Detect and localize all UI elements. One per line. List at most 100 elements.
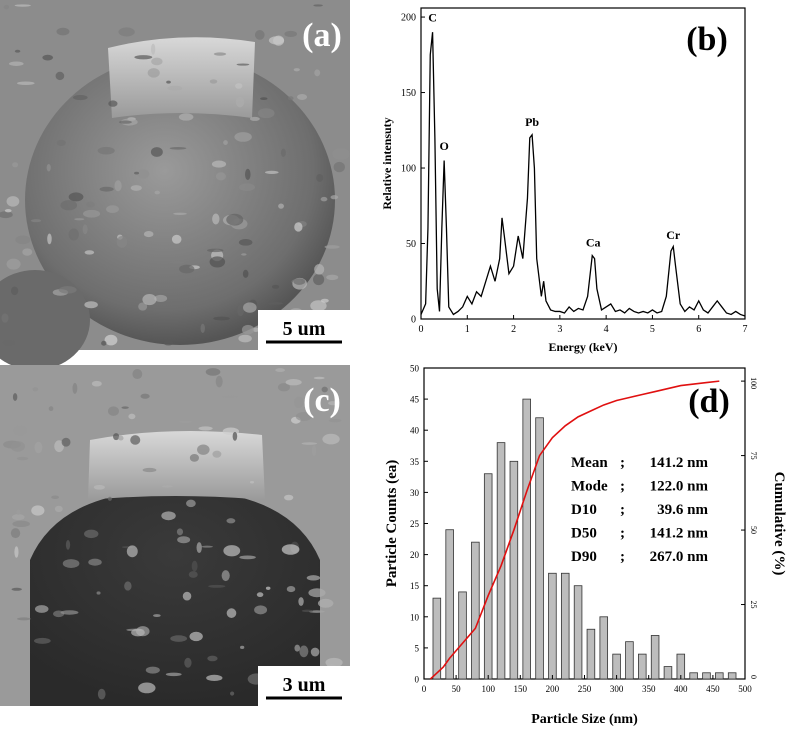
texture-grain [3,4,10,10]
texture-grain [207,248,224,253]
texture-grain [234,132,252,142]
texture-grain [170,261,185,264]
texture-grain [239,555,256,560]
texture-grain [170,635,188,642]
texture-grain [285,378,302,386]
texture-grain [201,545,214,548]
y-tick-label: 0 [415,675,420,685]
x-tick-label: 500 [738,684,752,694]
texture-grain [108,100,118,107]
texture-grain [245,168,251,180]
texture-grain [208,584,226,588]
x-tick-label: 100 [481,684,495,694]
texture-grain [226,518,236,524]
texture-grain [310,647,320,657]
texture-grain [9,61,24,66]
texture-grain [310,300,327,312]
histogram-bar [471,541,480,680]
texture-grain [297,94,308,100]
texture-grain [275,368,285,373]
texture-grain [223,140,228,145]
y-tick-label: 45 [410,395,420,405]
texture-grain [56,139,66,147]
texture-grain [273,35,285,46]
texture-grain [153,614,161,617]
stat-separator: ; [620,549,625,565]
texture-grain [55,71,65,81]
texture-grain [118,435,124,441]
x-tick-label: 350 [642,684,656,694]
texture-grain [280,148,286,157]
texture-grain [328,418,342,423]
y-tick-label: 15 [410,581,420,591]
x-tick-label: 2 [511,324,516,335]
texture-grain [169,147,187,150]
texture-grain [138,682,156,694]
texture-grain [213,52,227,56]
texture-grain [10,528,21,539]
texture-grain [242,269,249,278]
peak-label: Ca [586,236,601,250]
texture-grain [107,496,112,501]
particle [0,270,90,370]
texture-grain [330,195,339,200]
texture-grain [184,657,192,668]
texture-grain [12,162,19,168]
texture-grain [131,628,145,637]
stat-separator: ; [620,526,625,542]
panel-label: (c) [303,382,341,419]
texture-grain [130,435,141,445]
texture-grain [16,617,31,621]
texture-grain [4,209,12,213]
texture-grain [12,393,18,401]
texture-grain [178,113,194,121]
texture-grain [213,316,230,321]
texture-grain [14,49,21,53]
histogram-bar [522,398,531,680]
texture-grain [22,248,33,256]
texture-grain [230,691,235,696]
texture-grain [34,441,43,454]
texture-grain [88,558,102,566]
texture-grain [132,369,143,380]
chart: 0 1 2 3 4 5 6 7 0 50 100 150 200 Energy (keV) Relative… [380,7,748,354]
texture-grain [173,212,187,216]
texture-grain [197,444,210,455]
stat-label: D90 [571,549,597,565]
texture-grain [142,294,157,306]
cumulative-line [429,380,720,680]
texture-grain [47,233,52,245]
texture-grain [189,453,199,462]
texture-grain [142,467,157,473]
texture-grain [211,160,227,168]
image-labels: (a) 5 um (c) 3 um [258,17,350,706]
texture-grain [134,55,153,60]
texture-grain [254,605,268,615]
sem-texture [0,4,350,702]
texture-grain [182,591,192,601]
texture-grain [235,83,243,89]
texture-grain [154,190,160,195]
texture-grain [60,200,78,211]
texture-grain [223,545,241,557]
texture-grain [257,108,275,119]
texture-grain [287,96,294,101]
y-tick-label: 50 [410,364,420,374]
texture-grain [61,437,71,447]
texture-grain [10,286,19,296]
stat-separator: ; [620,455,625,471]
texture-grain [260,97,268,101]
texture-grain [254,30,265,40]
texture-grain [163,340,174,346]
texture-grain [313,273,325,286]
peak-label: Cr [666,228,681,242]
texture-grain [84,250,95,255]
y2-tick-label: 75 [749,452,758,460]
x-tick-label: 1 [465,324,470,335]
texture-grain [294,222,303,232]
texture-grain [240,645,245,650]
texture-grain [106,205,119,213]
texture-grain [93,484,105,490]
texture-grain [238,183,256,192]
y2-tick-label: 25 [749,601,758,609]
